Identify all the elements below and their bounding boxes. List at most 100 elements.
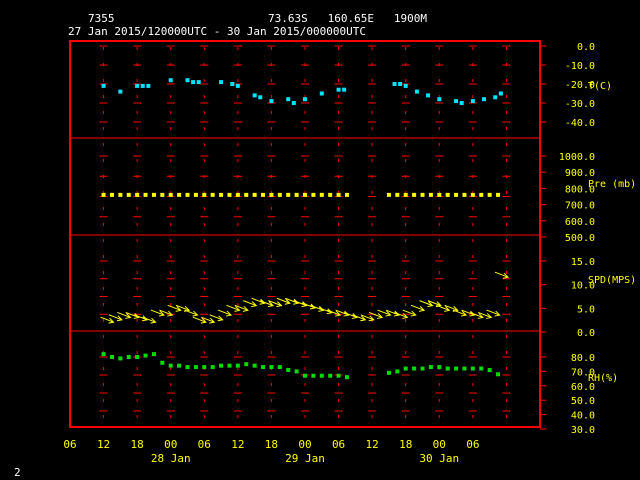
- temperature-point: [235, 83, 240, 88]
- pressure-point: [319, 192, 324, 197]
- temperature-point: [101, 83, 106, 88]
- pressure-point: [470, 192, 475, 197]
- temperature-point: [118, 89, 123, 94]
- pressure-point: [479, 192, 484, 197]
- wind-arrow-head: [259, 298, 266, 305]
- wind-arrow-shaft: [318, 307, 332, 314]
- wind-arrow-shaft: [100, 316, 114, 323]
- wind-arrow-head: [225, 310, 233, 317]
- wind-arrow-shaft: [133, 314, 148, 321]
- wind-arrow: [209, 314, 224, 322]
- humidity-point: [470, 366, 475, 371]
- pressure-point: [118, 192, 123, 197]
- temperature-point: [319, 91, 324, 96]
- page-number: 2: [14, 466, 21, 479]
- wind-arrow-shaft: [410, 304, 425, 311]
- pressure-point: [202, 192, 207, 197]
- wind-arrow: [276, 297, 291, 305]
- humidity-point: [437, 365, 442, 370]
- humidity-point: [168, 363, 173, 368]
- y-tick-label: 80.0: [571, 353, 595, 364]
- temperature-point: [286, 97, 291, 102]
- wind-arrow-shaft: [368, 311, 383, 318]
- wind-arrow-head: [234, 305, 241, 312]
- pressure-point: [311, 192, 316, 197]
- humidity-point: [101, 352, 106, 357]
- wind-arrow-shaft: [419, 300, 433, 307]
- y-axis-label: RH(%): [588, 373, 618, 384]
- wind-arrow: [259, 300, 275, 308]
- chart-frame: [69, 40, 541, 428]
- wind-arrow-head: [377, 313, 384, 319]
- y-tick-label: 600.0: [565, 217, 595, 228]
- humidity-point: [135, 355, 140, 359]
- wind-arrow-head: [351, 313, 358, 319]
- wind-arrow: [452, 309, 468, 317]
- temperature-point: [470, 99, 475, 104]
- pressure-point: [143, 192, 148, 197]
- wind-arrow: [310, 304, 325, 312]
- wind-arrow-head: [192, 310, 199, 317]
- humidity-point: [244, 362, 249, 367]
- y-tick-label: -40.0: [565, 118, 595, 129]
- wind-arrow: [167, 304, 182, 312]
- humidity-point: [294, 369, 299, 374]
- wind-arrow: [117, 311, 132, 319]
- humidity-point: [277, 365, 282, 370]
- pressure-point: [261, 192, 266, 197]
- humidity-point: [235, 363, 240, 368]
- wind-arrow-head: [335, 310, 342, 317]
- y-tick-label: 70.0: [571, 367, 595, 378]
- temperature-point: [135, 83, 140, 88]
- wind-arrow-shaft: [217, 309, 232, 316]
- wind-arrow-shaft: [469, 311, 484, 318]
- temperature-point: [437, 97, 442, 102]
- wind-arrow-head: [360, 315, 367, 322]
- wind-arrow-head: [309, 303, 317, 310]
- temperature-point: [342, 87, 347, 92]
- temperature-point: [498, 91, 503, 96]
- wind-arrow-head: [209, 317, 216, 324]
- wind-arrow-shaft: [444, 304, 458, 311]
- wind-arrow-shaft: [209, 314, 223, 321]
- x-tick-label: 18: [131, 438, 144, 451]
- station-id: 7355: [88, 12, 115, 25]
- wind-arrow-shaft: [427, 300, 442, 307]
- humidity-point: [252, 363, 257, 368]
- humidity-point: [109, 355, 114, 359]
- humidity-point: [160, 360, 165, 365]
- x-tick-label: 12: [97, 438, 110, 451]
- temperature-point: [140, 83, 145, 88]
- wind-arrow-shaft: [150, 309, 165, 316]
- wind-arrow-shaft: [268, 300, 282, 307]
- pressure-point: [445, 192, 450, 197]
- pressure-point: [269, 192, 274, 197]
- wind-arrow-shaft: [335, 309, 349, 316]
- wind-arrow-shaft: [159, 309, 173, 316]
- wind-arrow: [352, 314, 367, 322]
- x-tick-label: 00: [298, 438, 311, 451]
- humidity-point: [336, 373, 341, 378]
- temperature-point: [493, 95, 498, 100]
- pressure-point: [437, 192, 442, 197]
- pressure-point: [328, 192, 333, 197]
- wind-arrow: [201, 316, 216, 324]
- wind-arrow: [377, 309, 392, 317]
- pressure-point: [487, 192, 492, 197]
- wind-arrow-shaft: [436, 304, 450, 311]
- pressure-point: [227, 192, 232, 197]
- wind-arrow: [108, 314, 123, 322]
- humidity-point: [420, 366, 425, 371]
- wind-arrow: [100, 316, 115, 324]
- wind-arrow: [385, 309, 400, 317]
- humidity-point: [344, 375, 349, 380]
- wind-arrow-head: [133, 313, 140, 319]
- wind-arrow-shaft: [486, 309, 500, 316]
- wind-arrow-shaft: [310, 304, 324, 311]
- temperature-point: [191, 80, 196, 85]
- wind-arrow-shaft: [494, 271, 509, 278]
- humidity-point: [311, 373, 316, 378]
- wind-arrow-shaft: [385, 309, 400, 316]
- wind-arrow-head: [251, 301, 258, 308]
